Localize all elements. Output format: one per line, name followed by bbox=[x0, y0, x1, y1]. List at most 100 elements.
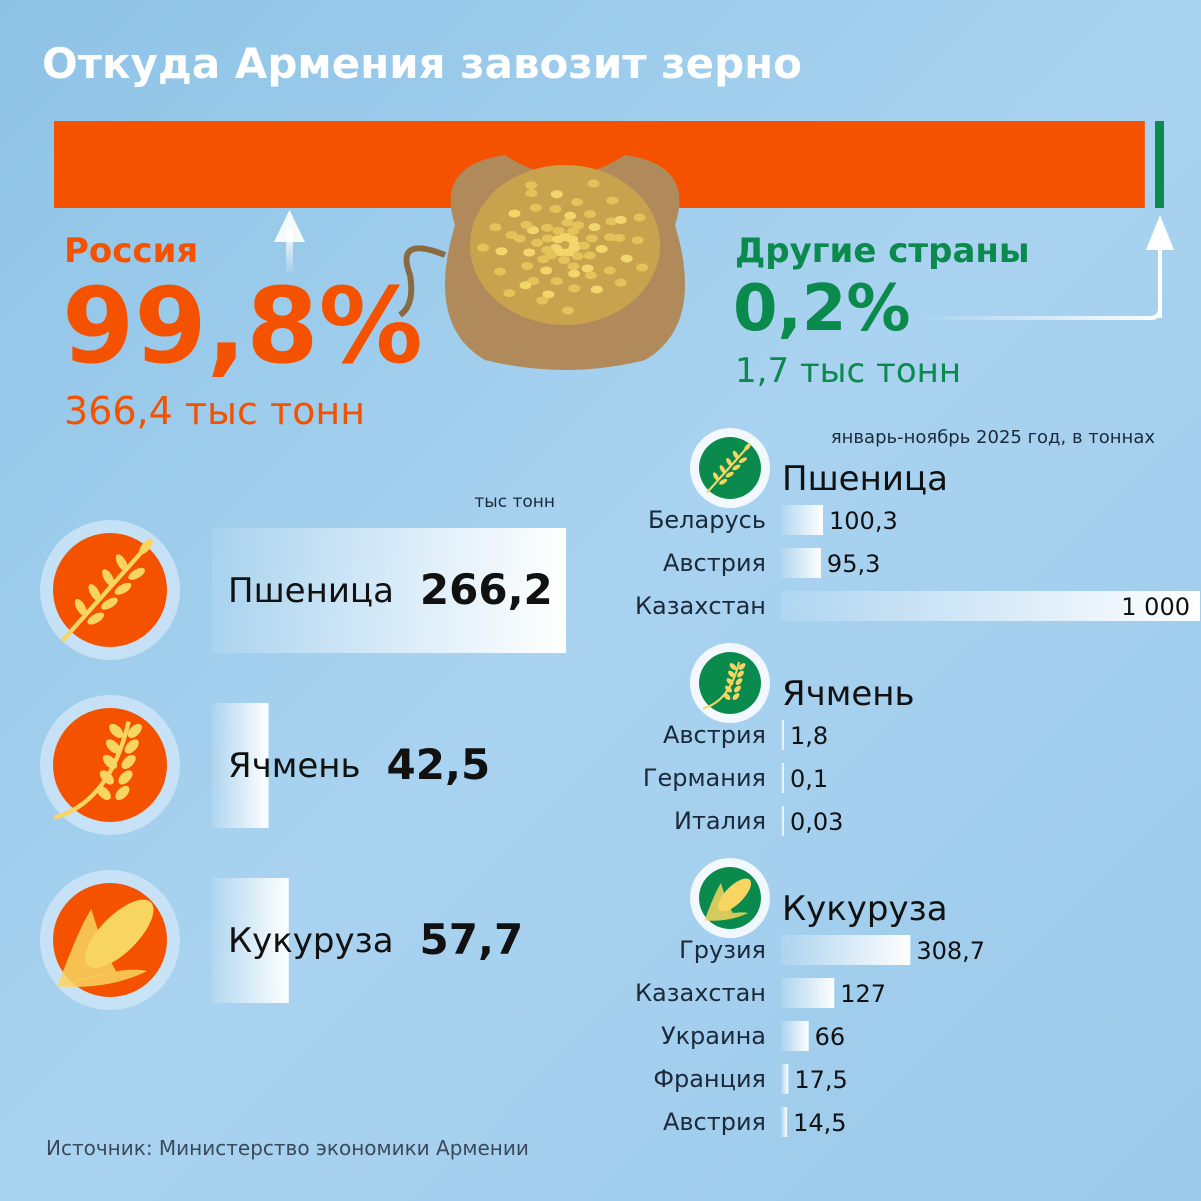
bar bbox=[781, 935, 911, 965]
bar bbox=[781, 1064, 789, 1094]
label: 127 bbox=[840, 980, 886, 1008]
kernel bbox=[550, 277, 563, 286]
grain bbox=[96, 785, 111, 800]
grain-icon bbox=[706, 443, 751, 494]
arrow-head bbox=[1146, 215, 1174, 250]
grain bbox=[726, 678, 734, 685]
grain bbox=[738, 457, 747, 464]
kernel bbox=[614, 215, 627, 224]
label: 100,3 bbox=[829, 507, 898, 535]
grain-icon bbox=[61, 538, 153, 642]
kernel bbox=[551, 235, 564, 244]
label: Грузия bbox=[679, 936, 766, 964]
share-bar bbox=[1155, 121, 1164, 208]
kernel bbox=[587, 179, 600, 188]
grain bbox=[124, 739, 139, 754]
kernel bbox=[583, 251, 596, 260]
label: 99,8% bbox=[62, 265, 423, 387]
kernel bbox=[605, 217, 618, 226]
grain bbox=[713, 472, 719, 481]
grain bbox=[723, 693, 731, 700]
label: Украина bbox=[661, 1022, 766, 1050]
label: Австрия bbox=[663, 549, 766, 577]
grain bbox=[127, 723, 142, 738]
grain bbox=[115, 785, 130, 800]
grain bbox=[744, 443, 751, 451]
leaf bbox=[57, 909, 117, 987]
kernel bbox=[531, 238, 544, 247]
kernel bbox=[581, 264, 594, 273]
kernel bbox=[489, 223, 502, 232]
grain bbox=[118, 770, 133, 785]
kernel bbox=[494, 267, 507, 276]
grain-icon bbox=[704, 878, 752, 921]
sack bbox=[398, 155, 685, 370]
kernel bbox=[519, 281, 532, 290]
kernel bbox=[567, 227, 580, 236]
leaf bbox=[57, 969, 148, 987]
grain bbox=[732, 693, 740, 700]
label: 1 000 bbox=[1121, 593, 1190, 621]
arrow-head bbox=[274, 210, 305, 242]
label: январь-ноябрь 2025 год, в тоннах bbox=[831, 427, 1156, 448]
kernel bbox=[541, 223, 554, 232]
grain bbox=[737, 670, 744, 678]
label: тыс тонн bbox=[474, 492, 555, 512]
bar bbox=[781, 720, 784, 750]
label: Ячмень bbox=[782, 674, 915, 714]
bar bbox=[781, 548, 821, 578]
kernel bbox=[583, 210, 596, 219]
kernel bbox=[536, 296, 549, 305]
kernel bbox=[571, 198, 584, 207]
kernel bbox=[613, 233, 626, 242]
kernel bbox=[568, 269, 581, 278]
kernel bbox=[508, 209, 521, 218]
kernel bbox=[631, 236, 644, 245]
bar bbox=[781, 978, 835, 1008]
kernel bbox=[552, 226, 565, 235]
label: Откуда Армения завозит зерно bbox=[42, 39, 802, 88]
label: Ячмень bbox=[228, 746, 361, 786]
kernel bbox=[505, 231, 518, 240]
bar bbox=[781, 505, 824, 535]
label: Казахстан bbox=[635, 979, 766, 1007]
label: 66 bbox=[815, 1023, 846, 1051]
kernel bbox=[540, 266, 553, 275]
kernel bbox=[568, 244, 581, 253]
kernel bbox=[636, 263, 649, 272]
grain bbox=[725, 471, 734, 478]
grain bbox=[139, 538, 153, 555]
grain bbox=[88, 584, 101, 601]
kernel bbox=[590, 285, 603, 294]
kernel bbox=[633, 213, 646, 222]
kernel bbox=[561, 218, 574, 227]
label: Россия bbox=[64, 231, 198, 271]
grain bbox=[719, 478, 728, 485]
grain bbox=[101, 597, 118, 610]
grain-icon bbox=[53, 721, 142, 820]
kernel bbox=[585, 271, 598, 280]
kernel bbox=[541, 246, 554, 255]
leaf bbox=[704, 883, 733, 921]
kernel bbox=[568, 284, 581, 293]
kernel bbox=[588, 223, 601, 232]
grain bbox=[734, 685, 741, 693]
grain-icon bbox=[57, 899, 154, 987]
label: Другие страны bbox=[735, 231, 1030, 271]
kernel bbox=[603, 233, 616, 242]
grain bbox=[109, 723, 124, 738]
label: Франция bbox=[653, 1065, 766, 1093]
bar bbox=[781, 1107, 788, 1137]
kernel bbox=[526, 226, 539, 235]
bar bbox=[781, 1021, 809, 1051]
kernel bbox=[541, 234, 554, 243]
sack-grain bbox=[470, 165, 660, 325]
label: Кукуруза bbox=[782, 889, 948, 929]
label: Кукуруза bbox=[228, 921, 394, 961]
grain bbox=[74, 599, 87, 616]
kernel bbox=[477, 243, 490, 252]
kernel bbox=[503, 289, 516, 298]
bar bbox=[212, 703, 269, 828]
kernel bbox=[603, 266, 616, 275]
leaf bbox=[704, 912, 748, 921]
